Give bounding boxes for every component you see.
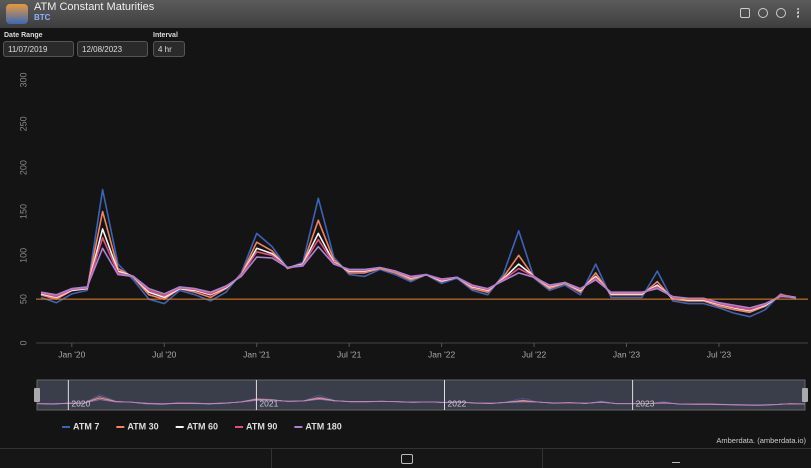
widget-subtitle: BTC: [34, 13, 51, 22]
header-bar: ATM Constant Maturities BTC: [0, 0, 811, 28]
navigator-label: 2023: [636, 398, 655, 408]
legend-label[interactable]: ATM 90: [246, 421, 277, 431]
widget-title: ATM Constant Maturities: [34, 1, 155, 13]
navigator-background: [36, 379, 806, 411]
x-tick-label: Jan '20: [58, 349, 85, 359]
refresh-button[interactable]: [758, 8, 768, 18]
info-button[interactable]: [776, 8, 786, 18]
navigator-label: 2020: [71, 398, 90, 408]
y-tick-label: 100: [18, 248, 28, 263]
navigator-handle-right: [802, 388, 808, 402]
screenshot-button[interactable]: [401, 454, 413, 464]
legend-label[interactable]: ATM 7: [73, 421, 99, 431]
y-tick-label: 0: [18, 340, 28, 345]
interval-select[interactable]: 4 hr: [153, 41, 185, 57]
interval-label: Interval: [153, 32, 178, 39]
navigator-label: 2022: [448, 398, 467, 408]
y-tick-label: 200: [18, 160, 28, 175]
series-line: [40, 245, 797, 309]
footer-bar: [0, 448, 811, 468]
x-tick-label: Jul '22: [522, 349, 547, 359]
x-tick-label: Jul '21: [337, 349, 362, 359]
x-tick-label: Jan '21: [243, 349, 270, 359]
divider: [542, 449, 543, 468]
legend-label[interactable]: ATM 30: [127, 421, 158, 431]
legend-label[interactable]: ATM 60: [187, 421, 218, 431]
date-range-label: Date Range: [4, 32, 43, 39]
x-tick-label: Jul '23: [707, 349, 732, 359]
y-tick-label: 300: [18, 72, 28, 87]
navigator-label: 2021: [259, 398, 278, 408]
divider: [271, 449, 272, 468]
chart: 0 50 100 150 200 250 300 Jan '20 Jul '20 Jan '21 J…: [18, 68, 811, 445]
end-date-input[interactable]: 12/08/2023: [77, 41, 148, 57]
menu-button[interactable]: [797, 8, 800, 18]
download-button[interactable]: [672, 453, 680, 463]
x-tick-label: Jul '20: [152, 349, 177, 359]
logo: [6, 4, 28, 24]
credit: Amberdata. (amberdata.io): [716, 436, 806, 445]
x-tick-label: Jan '23: [613, 349, 640, 359]
navigator-line: [36, 398, 805, 406]
y-tick-label: 50: [18, 294, 28, 304]
x-tick-label: Jan '22: [428, 349, 455, 359]
y-tick-label: 250: [18, 116, 28, 131]
y-tick-label: 150: [18, 204, 28, 219]
navigator-handle-left: [34, 388, 40, 402]
start-date-input[interactable]: 11/07/2019: [3, 41, 74, 57]
bookmark-button[interactable]: [740, 8, 750, 18]
legend-label[interactable]: ATM 180: [305, 421, 341, 431]
